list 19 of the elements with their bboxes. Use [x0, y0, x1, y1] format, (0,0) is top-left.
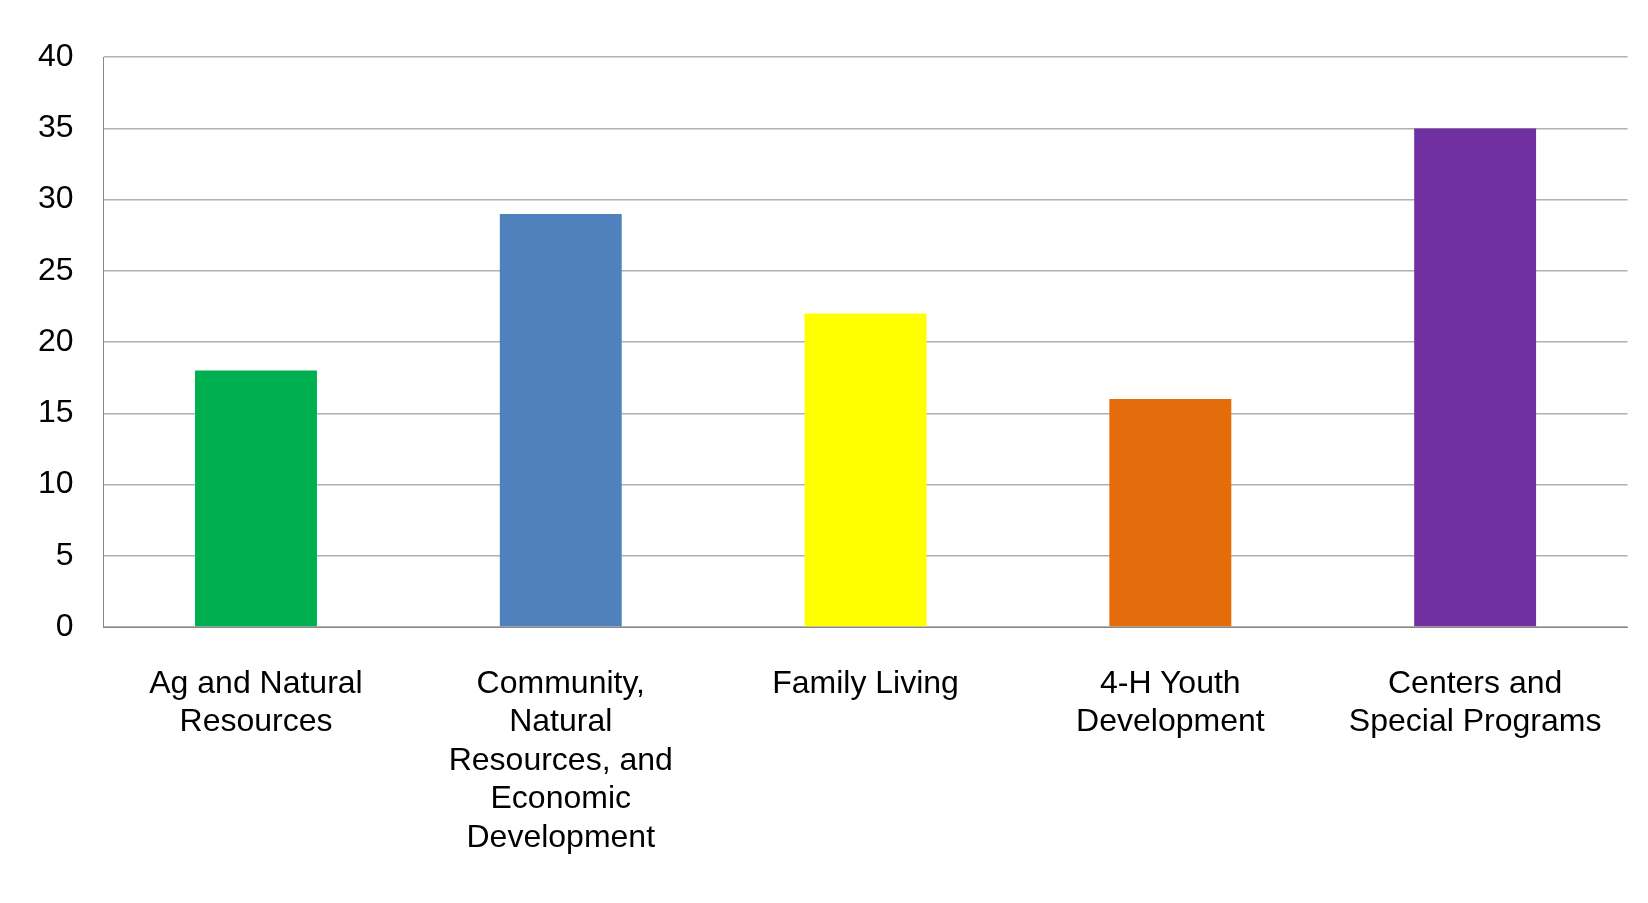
x-tick-label: Centers and Special Programs [1348, 664, 1602, 739]
bar [1109, 399, 1232, 627]
y-tick-label: 40 [38, 37, 74, 74]
y-tick-label: 20 [38, 321, 74, 358]
y-tick-label: 5 [55, 535, 74, 572]
y-tick-label: 10 [38, 464, 74, 501]
bar [195, 370, 317, 627]
y-tick-label: 0 [55, 606, 74, 643]
x-tick-label: 4-H Youth Development [1076, 664, 1265, 739]
y-tick-label: 25 [38, 250, 74, 287]
bar [499, 213, 622, 627]
y-tick-label: 15 [38, 393, 74, 430]
y-tick-label: 35 [38, 108, 74, 145]
x-tick-label: Ag and Natural Resources [149, 664, 363, 739]
bar [1414, 128, 1537, 627]
x-tick-label: Family Living [772, 664, 959, 701]
y-tick-label: 30 [38, 179, 74, 216]
bar [804, 313, 927, 627]
x-tick-label: Community, Natural Resources, and Economic Development [448, 664, 673, 854]
